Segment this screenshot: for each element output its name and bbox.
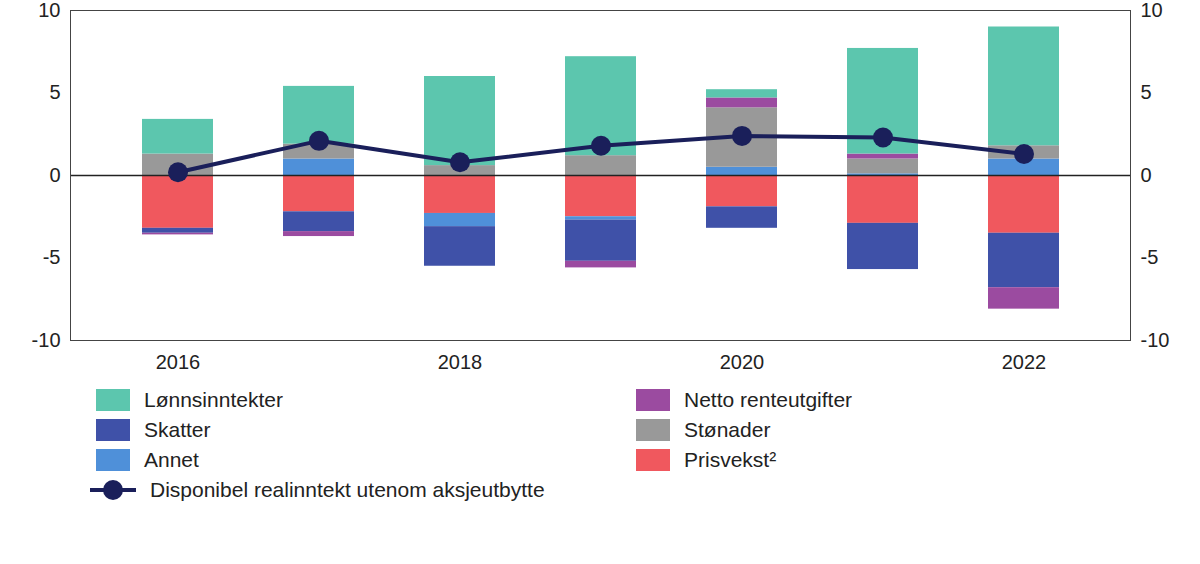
svg-text:0: 0 [1141,164,1152,186]
svg-text:2016: 2016 [156,351,201,373]
svg-text:10: 10 [38,0,60,21]
html-text:Skatter: Skatter [144,418,211,441]
html-text:Lønnsinntekter: Lønnsinntekter [144,388,283,411]
svg-text:10: 10 [1141,0,1163,21]
svg-text:2018: 2018 [438,351,483,373]
svg-text:2020: 2020 [720,351,765,373]
svg-text:2022: 2022 [1002,351,1047,373]
svg-text:-5: -5 [1141,246,1159,268]
html-text:Disponibel realinntekt utenom: Disponibel realinntekt utenom aksjeutbyt… [150,478,545,501]
svg-text:-10: -10 [32,329,61,351]
html-text:Stønader: Stønader [684,418,771,441]
html-text:Netto renteutgifter: Netto renteutgifter [684,388,853,411]
svg-text:5: 5 [1141,81,1152,103]
svg-text:5: 5 [49,81,60,103]
svg-text:0: 0 [49,164,60,186]
html-text:Prisvekst²: Prisvekst² [684,448,777,471]
html-text:Annet: Annet [144,448,199,471]
svg-text:-10: -10 [1141,329,1170,351]
svg-text:-5: -5 [43,246,61,268]
